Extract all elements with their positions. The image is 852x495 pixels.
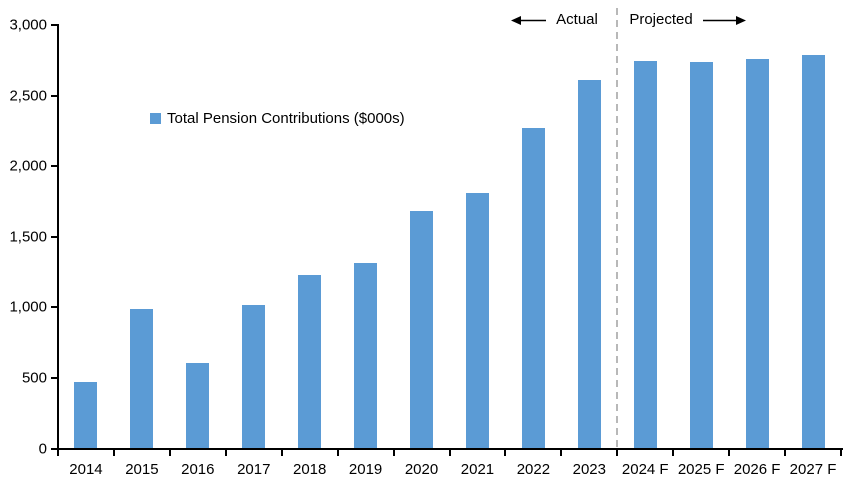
legend-marker-icon: [150, 113, 161, 124]
x-label-2014: 2014: [69, 461, 103, 478]
bar-2019: [354, 262, 378, 449]
x-label-2017: 2017: [237, 461, 271, 478]
y-axis-tick: [51, 235, 57, 238]
actual-projected-divider: [616, 8, 619, 449]
bar-2016: [186, 363, 210, 449]
x-axis-tick: [728, 449, 731, 456]
y-axis-line: [57, 24, 59, 450]
x-axis-tick: [504, 449, 507, 456]
x-axis-tick: [57, 449, 59, 456]
x-label-2024-f: 2024 F: [621, 461, 669, 478]
y-axis-tick-label: 500: [21, 369, 47, 387]
bar-2015: [130, 308, 154, 449]
legend-label: Total Pension Contributions ($000s): [167, 110, 405, 127]
bar-2026-f: [745, 58, 769, 449]
x-axis-tick: [560, 449, 563, 456]
bar-2020: [410, 211, 434, 449]
x-label-2016: 2016: [181, 461, 215, 478]
left-arrow-icon: [511, 16, 546, 25]
y-axis-tick: [51, 94, 57, 97]
y-axis-tick: [51, 447, 57, 450]
x-label-2025-f: 2025 F: [677, 461, 725, 478]
x-label-2018: 2018: [292, 461, 327, 478]
bar-2027-f: [801, 55, 825, 449]
x-axis-tick: [672, 449, 675, 456]
bar-2022: [521, 128, 545, 449]
x-axis-tick: [224, 449, 227, 456]
bar-2023: [577, 80, 601, 449]
x-axis-line: [57, 447, 843, 450]
x-axis-tick: [280, 449, 283, 456]
x-axis-tick: [840, 449, 842, 456]
x-axis-tick: [784, 449, 787, 456]
y-axis-tick-label: 0: [38, 440, 47, 457]
x-label-2015: 2015: [125, 461, 159, 478]
x-axis-tick: [448, 449, 451, 456]
y-axis-tick: [51, 165, 57, 168]
x-label-2019: 2019: [348, 461, 383, 478]
actual-label: Actual: [556, 11, 598, 28]
bar-2024-f: [633, 60, 657, 449]
x-axis-tick: [616, 449, 619, 456]
x-label-2023: 2023: [572, 461, 606, 478]
right-arrow-icon: [703, 16, 746, 25]
projected-label: Projected: [629, 11, 693, 28]
bar-2014: [74, 382, 98, 449]
y-axis-tick: [51, 306, 57, 309]
x-label-2021: 2021: [460, 461, 495, 478]
y-axis-tick-label: 1,000: [9, 298, 47, 316]
legend: Total Pension Contributions ($000s): [150, 110, 405, 127]
x-label-2027-f: 2027 F: [789, 461, 837, 478]
y-axis-tick: [51, 376, 57, 379]
bar-2017: [242, 305, 266, 449]
y-axis-tick: [51, 24, 57, 26]
y-axis-tick-label: 3,000: [9, 16, 47, 34]
x-axis-tick: [392, 449, 395, 456]
x-axis-tick: [336, 449, 339, 456]
x-axis-tick: [168, 449, 171, 456]
y-axis-tick-label: 2,000: [9, 157, 47, 175]
y-axis-tick-label: 2,500: [9, 87, 47, 105]
x-label-2020: 2020: [404, 461, 439, 478]
bar-2018: [298, 274, 322, 449]
x-label-2026-f: 2026 F: [733, 461, 781, 478]
bar-2025-f: [689, 62, 713, 449]
bar-2021: [465, 192, 489, 449]
x-label-2022: 2022: [516, 461, 551, 478]
x-axis-tick: [112, 449, 115, 456]
y-axis-tick-label: 1,500: [9, 228, 47, 246]
